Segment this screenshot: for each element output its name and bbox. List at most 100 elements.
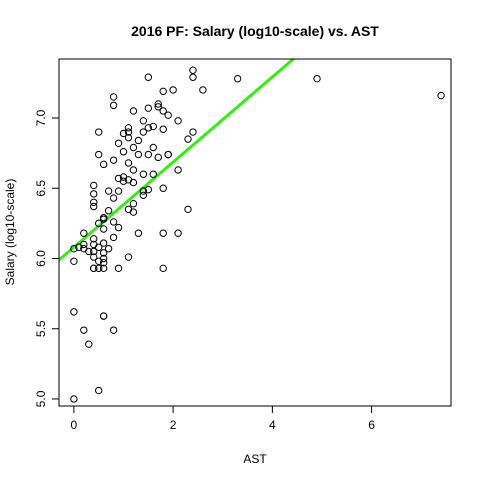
data-point [159, 87, 167, 96]
data-point [70, 244, 78, 253]
data-point [134, 136, 143, 145]
y-tick-label: 6.0 [34, 250, 48, 267]
data-point [104, 187, 113, 195]
data-point [313, 74, 321, 83]
data-point [189, 128, 197, 136]
data-point [154, 100, 162, 108]
data-point [124, 124, 133, 132]
x-tick-label: 0 [71, 418, 78, 432]
data-point [437, 91, 445, 100]
regression-line [59, 59, 296, 262]
data-point [199, 86, 207, 94]
data-point [189, 73, 197, 81]
y-axis: 5.0 5.5 6.0 6.5 7.0 [34, 109, 59, 407]
data-point [149, 170, 157, 178]
x-tick-label: 2 [170, 418, 177, 432]
data-point [85, 340, 93, 348]
data-point [75, 243, 83, 251]
data-point [139, 170, 148, 178]
data-point [174, 229, 182, 237]
data-point [144, 150, 153, 159]
data-point [99, 239, 108, 247]
data-point [90, 198, 98, 207]
data-point [90, 181, 98, 190]
y-tick-label: 5.0 [34, 390, 48, 407]
data-point [109, 233, 118, 242]
data-point [144, 73, 153, 81]
x-axis-label: AST [243, 452, 267, 466]
data-point [95, 257, 103, 265]
data-point [149, 143, 157, 152]
data-point [114, 139, 123, 147]
data-point [109, 218, 118, 226]
y-tick-label: 6.5 [34, 180, 48, 197]
data-point [233, 74, 242, 83]
data-point [80, 326, 88, 334]
data-point [154, 153, 162, 162]
x-axis: 0 2 4 6 [71, 406, 375, 432]
data-point [169, 86, 177, 94]
data-point [164, 111, 172, 119]
data-point [189, 66, 197, 74]
data-point [129, 178, 138, 187]
data-point [114, 264, 123, 273]
y-tick-label: 7.0 [34, 109, 48, 126]
data-point [95, 219, 103, 228]
data-point [134, 229, 143, 237]
plot-frame [58, 58, 452, 407]
data-point [184, 135, 192, 143]
data-point [109, 101, 118, 110]
data-point [129, 107, 138, 115]
data-point [85, 247, 93, 256]
x-tick-label: 4 [269, 418, 276, 432]
data-point [174, 117, 182, 125]
data-point [99, 312, 108, 320]
y-tick-label: 5.5 [34, 320, 48, 337]
data-point [90, 190, 98, 198]
data-point [70, 308, 78, 316]
data-point [70, 257, 78, 265]
data-point [109, 326, 118, 334]
data-point [129, 208, 138, 216]
data-point [129, 143, 138, 152]
data-point [99, 215, 108, 223]
x-tick-label: 6 [368, 418, 375, 432]
data-point [90, 202, 98, 211]
data-point [99, 225, 108, 233]
chart-title: 2016 PF: Salary (log10-scale) vs. AST [131, 23, 379, 39]
data-point [144, 124, 153, 132]
data-point [90, 264, 98, 273]
data-point [159, 264, 167, 273]
data-point [119, 129, 128, 138]
data-point [90, 247, 98, 256]
data-point [124, 128, 133, 136]
data-point [109, 93, 118, 101]
data-point [95, 150, 103, 159]
data-point [159, 107, 167, 115]
data-point [164, 150, 172, 159]
data-point [144, 185, 153, 194]
data-point [95, 264, 103, 273]
data-point [104, 207, 113, 215]
data-point [159, 125, 167, 133]
data-points [70, 66, 445, 403]
data-point [159, 184, 167, 192]
data-point [90, 253, 98, 261]
data-point [154, 103, 162, 111]
data-point [174, 166, 182, 174]
data-point [114, 187, 123, 195]
data-point [139, 191, 148, 199]
data-point [109, 194, 118, 202]
data-point [114, 223, 123, 232]
data-point [99, 160, 108, 169]
y-axis-label: Salary (log10-scale) [3, 179, 17, 286]
data-point [95, 243, 103, 251]
data-point [129, 166, 138, 174]
data-point [159, 229, 167, 237]
data-point [95, 128, 103, 136]
data-point [119, 148, 128, 156]
data-point [104, 244, 113, 253]
